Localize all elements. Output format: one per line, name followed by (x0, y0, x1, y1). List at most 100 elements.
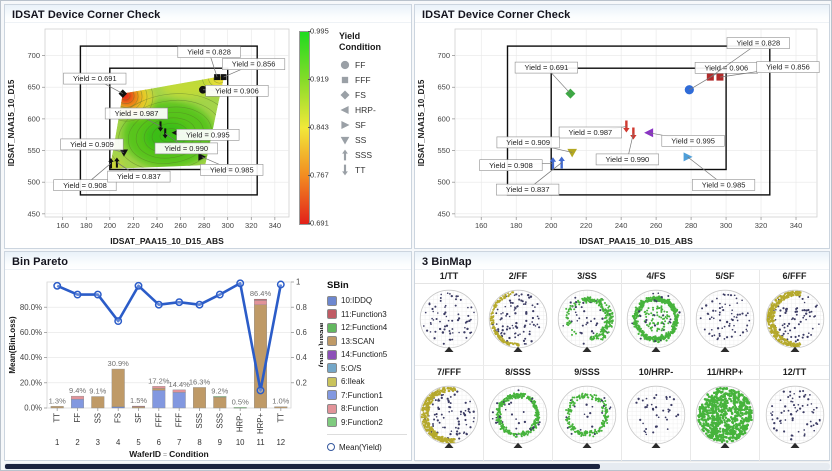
open-circle-marker-icon (327, 443, 335, 451)
svg-text:Yield = 0.906: Yield = 0.906 (215, 86, 259, 95)
svg-text:Yield = 0.837: Yield = 0.837 (506, 185, 550, 194)
legend-item-label: FFF (355, 74, 371, 85)
wafer-map-cell: 7/FFF (415, 366, 484, 462)
wafer-map (626, 289, 686, 352)
svg-text:0.6: 0.6 (296, 328, 307, 337)
svg-text:700: 700 (437, 51, 450, 60)
wafer-map-cell: 8/SSS (484, 366, 553, 462)
svg-text:FS: FS (114, 413, 123, 423)
panel-header: Bin Pareto (5, 252, 411, 270)
svg-text:12: 12 (276, 438, 285, 447)
wafer-map-cell: 1/TT (415, 270, 484, 366)
colorbar-tick (308, 31, 311, 32)
legend-item-TT: TT (339, 162, 403, 177)
sbin-swatch-icon (327, 376, 337, 387)
svg-text:9.4%: 9.4% (69, 386, 86, 395)
svg-text:Yield = 0.990: Yield = 0.990 (606, 155, 650, 164)
wafer-map (695, 385, 755, 448)
svg-text:320: 320 (755, 221, 768, 230)
horizontal-scrollbar[interactable] (4, 463, 830, 470)
svg-text:Yield = 0.828: Yield = 0.828 (187, 48, 231, 57)
wafer-label: 6/FFF (760, 270, 829, 284)
mean-yield-legend-item: Mean(Yield) (327, 440, 411, 454)
panel-binmap: 3 BinMap 1/TT 2/FF 3/SS 4/FS 5/SF 6/FFF … (414, 251, 830, 462)
wafer-map (765, 289, 824, 352)
sbin-item-label: 5:O/S (341, 363, 362, 373)
svg-text:Yield = 0.908: Yield = 0.908 (489, 161, 533, 170)
sbin-item-label: 10:IDDQ (341, 296, 373, 306)
svg-text:220: 220 (580, 221, 593, 230)
sbin-legend: SBin 10:IDDQ 11:Function3 12:Function4 1… (323, 270, 411, 454)
svg-text:Yield = 0.985: Yield = 0.985 (702, 180, 746, 189)
svg-text:SSS: SSS (215, 413, 224, 429)
wafer-label: 5/SF (691, 270, 759, 284)
svg-text:TT: TT (53, 413, 62, 423)
sbin-swatch-icon (327, 295, 337, 306)
svg-text:9.1%: 9.1% (89, 387, 106, 396)
mean-yield-legend-label: Mean(Yield) (339, 442, 382, 452)
sbin-item-label: 12:Function4 (341, 323, 388, 333)
svg-text:FF: FF (73, 413, 82, 423)
sbin-legend-item: 6:Ileak (327, 375, 411, 389)
colorbar-tick-label: 0.843 (310, 122, 329, 132)
sbin-legend-item: 8:Function (327, 402, 411, 416)
legend-item-SSS: SSS (339, 147, 403, 162)
svg-text:7: 7 (177, 438, 181, 447)
svg-text:Yield = 0.856: Yield = 0.856 (232, 60, 276, 69)
wafer-map (695, 289, 755, 352)
svg-text:SS: SS (93, 413, 102, 423)
svg-text:260: 260 (650, 221, 663, 230)
panel-title: Bin Pareto (12, 256, 69, 268)
sbin-legend-item: 11:Function3 (327, 308, 411, 322)
svg-text:650: 650 (437, 83, 450, 92)
svg-text:1.3%: 1.3% (49, 396, 66, 405)
svg-text:IDSAT_NAA15_10_D15: IDSAT_NAA15_10_D15 (417, 79, 426, 166)
svg-text:160: 160 (475, 221, 488, 230)
legend-divider (327, 434, 407, 435)
svg-text:HRP+: HRP+ (256, 413, 265, 434)
wafer-map (488, 385, 548, 448)
sbin-legend-item: 12:Function4 (327, 321, 411, 335)
wafer-map-cell: 11/HRP+ (691, 366, 760, 462)
legend-item-HRP-: HRP- (339, 102, 403, 117)
tri-left-icon (340, 105, 349, 114)
panel-title: IDSAT Device Corner Check (12, 9, 161, 21)
wafer-label: 11/HRP+ (691, 366, 759, 380)
scrollbar-thumb[interactable] (5, 464, 600, 469)
svg-text:550: 550 (437, 146, 450, 155)
panel-corner-scatter: IDSAT Device Corner Check 160 180 200 220 24… (414, 4, 830, 249)
svg-text:Yield = 0.985: Yield = 0.985 (210, 165, 254, 174)
sbin-item-label: 7:Function1 (341, 390, 383, 400)
svg-text:1.0%: 1.0% (272, 397, 289, 406)
svg-text:11: 11 (256, 438, 264, 447)
legend-item-FS: FS (339, 87, 403, 102)
wafer-label: 3/SS (553, 270, 621, 284)
svg-text:8: 8 (197, 438, 201, 447)
svg-text:14.4%: 14.4% (169, 380, 191, 389)
colorbar-tick-label: 0.691 (310, 218, 329, 228)
sbin-item-label: 11:Function3 (341, 309, 387, 319)
svg-text:450: 450 (437, 209, 450, 218)
wafer-map (557, 385, 617, 448)
svg-text:Yield = 0.987: Yield = 0.987 (569, 128, 613, 137)
svg-text:Mean(BinLoss): Mean(BinLoss) (8, 316, 17, 374)
svg-text:Yield = 0.828: Yield = 0.828 (736, 39, 780, 48)
svg-text:WaferID = Condition: WaferID = Condition (129, 449, 208, 459)
svg-text:Mean(Yield): Mean(Yield) (318, 323, 323, 368)
diamond-icon (340, 90, 350, 99)
wafer-map-cell: 12/TT (760, 366, 829, 462)
colorbar-tick-label: 0.995 (310, 26, 329, 36)
circle-icon (340, 60, 350, 69)
svg-text:IDSAT_NAA15_10_D15: IDSAT_NAA15_10_D15 (7, 79, 16, 166)
svg-text:160: 160 (56, 221, 69, 230)
yield-colorbar: 0.995 0.919 0.843 0.767 0.691 (297, 23, 339, 245)
arrow-up-icon (342, 149, 348, 160)
sbin-swatch-icon (327, 417, 337, 428)
panel-header: IDSAT Device Corner Check (5, 5, 411, 23)
sbin-swatch-icon (327, 363, 337, 374)
sbin-item-label: 6:Ileak (341, 377, 365, 387)
svg-text:4: 4 (116, 438, 121, 447)
panel-header: IDSAT Device Corner Check (415, 5, 829, 23)
wafer-map-cell: 5/SF (691, 270, 760, 366)
colorbar-tick (308, 223, 311, 224)
